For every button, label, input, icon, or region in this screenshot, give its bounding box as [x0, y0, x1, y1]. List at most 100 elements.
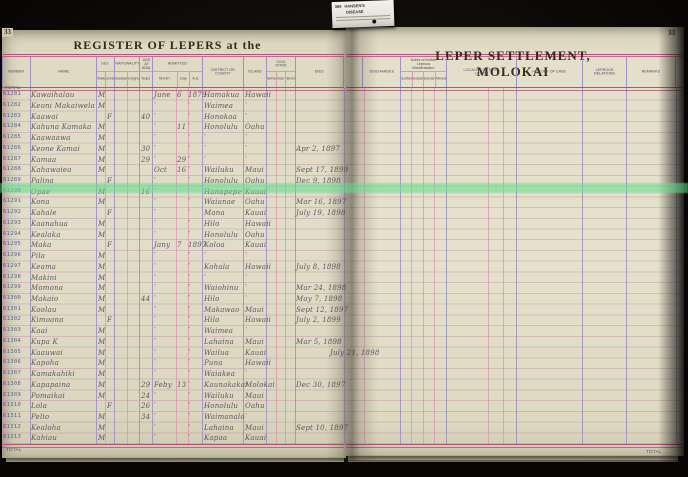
col-died-header: DIED	[295, 57, 344, 87]
cell-name: Keoni Makaiwela	[31, 101, 95, 110]
cell-name: Kapoha	[31, 359, 59, 368]
cell-name: Koolau	[31, 305, 57, 314]
cell-dist: Wailuku	[204, 166, 234, 175]
cell-name: Kapapaina	[31, 380, 71, 389]
cell-y: "	[188, 370, 191, 377]
cell-dist: Hilo	[204, 295, 220, 303]
column-rule	[411, 88, 412, 445]
cell-y: "	[188, 284, 191, 291]
cell-m: "	[154, 327, 157, 334]
cell-isl: Molokai	[245, 380, 275, 389]
cell-name: Maka	[31, 241, 52, 250]
cell-m: "	[154, 284, 157, 291]
archive-tag-line2: DISEASE	[345, 8, 364, 15]
col-district-label: DISTRICT OR COUNTY	[211, 68, 235, 76]
cell-sx: M	[98, 413, 106, 421]
cell-m: "	[154, 155, 157, 162]
cell-y: "	[188, 230, 191, 237]
cell-dist: Kapaa	[204, 434, 228, 443]
cell-isl: Kauai	[245, 434, 267, 443]
col-civil-state-label: CIVIL STATE	[275, 60, 287, 68]
cell-m: Jany	[154, 241, 171, 250]
col-remarks-label: REMARKS	[641, 70, 661, 74]
cell-sx: M	[98, 187, 106, 196]
cell-n: 61289	[3, 177, 22, 184]
col-notes-header: Notes of further Leprous Manifestation A…	[400, 57, 446, 87]
cell-sx: M	[98, 434, 106, 443]
cell-d: 13	[177, 380, 187, 389]
cell-d: 29	[177, 155, 187, 164]
cell-y: "	[188, 273, 191, 280]
page-number-right: 33	[668, 29, 675, 37]
cell-m: "	[154, 262, 157, 269]
cell-y: "	[188, 144, 191, 151]
cell-m: "	[154, 177, 157, 184]
cell-n: 61302	[3, 316, 22, 323]
subcol-unknown-label: Unknown	[285, 77, 295, 82]
cell-died: Sept 17, 1899	[296, 166, 349, 175]
column-rule	[105, 88, 106, 445]
cell-m: "	[154, 101, 157, 108]
cell-n: 61295	[3, 241, 22, 248]
cell-n: 61294	[3, 230, 22, 237]
cell-sx: M	[98, 262, 106, 271]
cell-n: 61299	[3, 284, 22, 291]
col-island-label: ISLAND	[248, 70, 262, 74]
cell-m: "	[154, 434, 157, 441]
left-page	[2, 30, 346, 458]
cell-n: 61309	[3, 391, 22, 398]
cell-name: Makini	[31, 273, 57, 282]
cell-n: 61293	[3, 219, 22, 226]
cell-isl: "	[245, 252, 248, 259]
cell-m: "	[154, 230, 157, 237]
col-civil-state-header: CIVIL STATE Married Unmarried Unknown	[266, 57, 295, 87]
cell-isl: Kauai	[245, 209, 267, 218]
cell-dist: Koloa	[204, 241, 225, 250]
column-rule	[152, 88, 153, 445]
col-locality-header: LOCALITY OF FIRST LESION	[446, 57, 516, 87]
cell-sx: M	[98, 123, 106, 132]
cell-name: Kaauwai	[31, 348, 63, 357]
cell-name: Kaawai	[31, 112, 59, 121]
cell-n: 61300	[3, 295, 22, 301]
cell-died: July 2, 1899	[296, 316, 341, 325]
cell-dist: Hanapepe	[204, 187, 242, 196]
column-rule	[139, 88, 140, 445]
cell-name: Kona	[31, 198, 50, 207]
cell-name: Kupa K	[31, 337, 58, 346]
cell-died: Mar 16, 1897	[296, 198, 347, 207]
cell-age: 30	[141, 144, 151, 153]
cell-n: 61292	[3, 209, 22, 216]
total-label-bottom-right: TOTAL	[646, 449, 662, 454]
cell-y: "	[188, 380, 191, 387]
cell-m: "	[154, 209, 157, 216]
ledger-rule	[2, 56, 344, 57]
cell-y: "	[188, 262, 191, 269]
cell-age: 29	[141, 380, 151, 389]
cell-age: 34	[141, 413, 151, 421]
col-relations-label: LEPROUS RELATIONS	[594, 68, 615, 76]
cell-sx: M	[98, 219, 106, 228]
subcol-male-label: Male	[97, 77, 105, 82]
cell-dist: Honolulu	[204, 177, 239, 186]
cell-n: 61306	[3, 359, 22, 366]
cell-died: July 19, 1898	[296, 209, 346, 218]
cell-y: "	[188, 112, 191, 119]
subcol-anesthetic-label: Anesthetic	[401, 77, 412, 82]
cell-isl: "	[245, 101, 248, 108]
cell-sx: M	[98, 230, 106, 239]
cell-m: "	[154, 144, 157, 151]
column-rule	[285, 88, 286, 445]
cell-n: 61282	[3, 101, 22, 108]
col-discharges-label: DISCHARGES	[369, 70, 394, 74]
cell-isl: Hawaii	[245, 262, 272, 271]
cell-dist: "	[204, 134, 207, 141]
cell-age: 29	[141, 155, 151, 164]
cell-y: 1897	[188, 241, 207, 250]
cell-dist: Wailua	[204, 348, 230, 357]
cell-name: Keama	[31, 262, 57, 271]
cell-sx: M	[98, 305, 106, 314]
column-rule	[434, 88, 435, 445]
cell-name: Kealaka	[31, 230, 61, 239]
cell-name: Momona	[31, 284, 64, 293]
